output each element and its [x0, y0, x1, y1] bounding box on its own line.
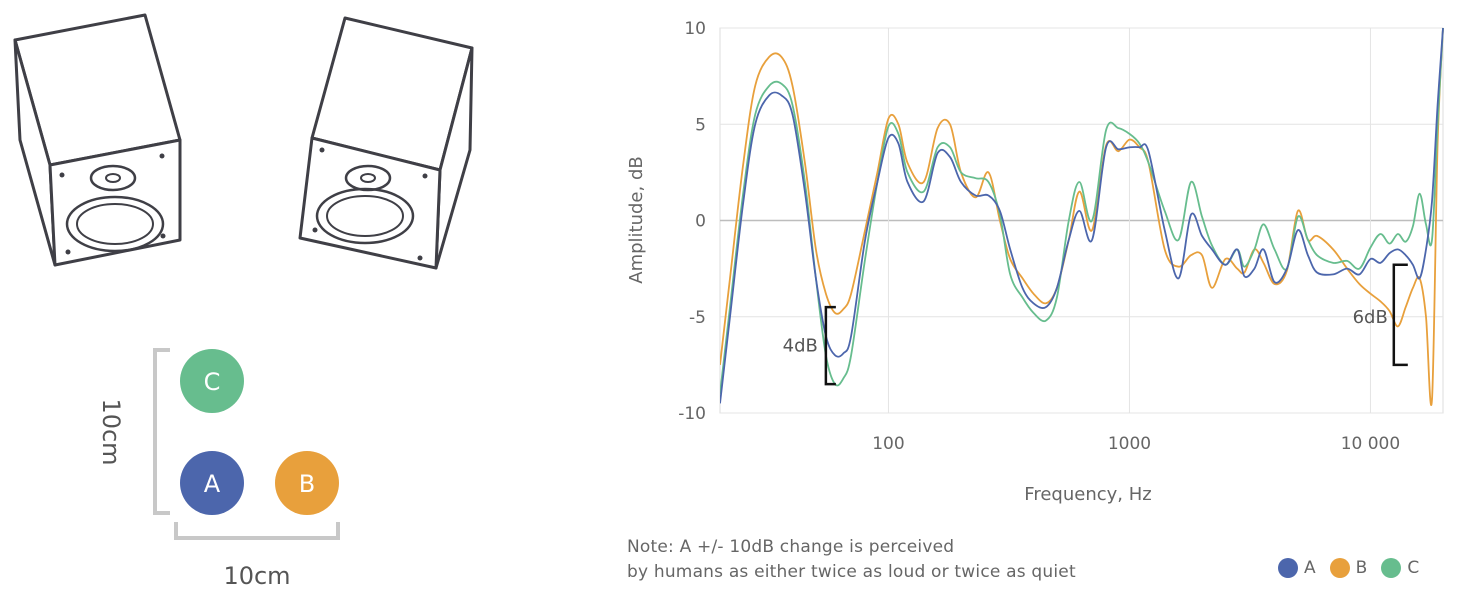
- note-line-1: Note: A +/- 10dB change is perceived: [627, 537, 955, 557]
- annotation-label: 6dB: [1353, 307, 1388, 328]
- legend-label-b: B: [1355, 558, 1368, 578]
- position-marker-a: A: [180, 451, 244, 515]
- left-speaker-drawing: [13, 13, 182, 267]
- legend-label-c: C: [1407, 558, 1420, 578]
- legend-swatch-c: [1381, 558, 1402, 578]
- right-speaker-drawing: [298, 16, 474, 270]
- chart-series: [720, 27, 1444, 406]
- legend-swatch-a: [1278, 558, 1298, 578]
- horizontal-dimension-label: 10cm: [223, 562, 290, 589]
- y-tick-label: 5: [695, 115, 706, 135]
- position-marker-c-label: C: [204, 368, 221, 396]
- y-tick-label: 0: [695, 212, 706, 232]
- x-tick-label: 1000: [1108, 434, 1151, 454]
- position-marker-b-circle: [275, 451, 339, 515]
- legend-label-a: A: [1304, 558, 1316, 578]
- position-marker-a-circle: [180, 451, 244, 515]
- chart-legend: A B C: [1278, 558, 1419, 578]
- speaker-placement-illustration: 10cm 10cm C A B: [13, 13, 474, 589]
- y-tick-label: -10: [678, 404, 706, 424]
- y-tick-label: 10: [684, 19, 706, 39]
- legend-swatch-b: [1329, 558, 1350, 578]
- chart-grid: [719, 27, 1444, 414]
- x-axis-title: Frequency, Hz: [1024, 484, 1151, 505]
- frequency-response-chart: 10 5 0 -5 -10 100 1000 10 000 4dB 6dB Frequency,…: [626, 19, 1444, 505]
- x-tick-label: 10 000: [1341, 434, 1400, 454]
- annotation-bracket: [1392, 263, 1408, 367]
- position-marker-c: C: [180, 349, 244, 413]
- legend-item-a: A: [1278, 558, 1316, 578]
- legend-item-c: C: [1381, 558, 1419, 578]
- series-line-a: [720, 27, 1444, 404]
- note-line-2: by humans as either twice as loud or twi…: [627, 562, 1076, 582]
- position-marker-b: B: [275, 451, 339, 515]
- annotation-label: 4dB: [783, 336, 818, 357]
- chart-ticks: 10 5 0 -5 -10 100 1000 10 000: [678, 19, 1400, 454]
- y-tick-label: -5: [689, 308, 706, 328]
- vertical-dimension-bracket: [153, 348, 170, 515]
- y-axis-title: Amplitude, dB: [626, 156, 647, 283]
- annotation-bracket: [824, 305, 836, 386]
- horizontal-dimension-bracket: [174, 522, 340, 540]
- legend-item-b: B: [1329, 558, 1368, 578]
- position-marker-b-label: B: [299, 470, 315, 498]
- position-marker-c-circle: [180, 349, 244, 413]
- series-line-c: [720, 27, 1444, 394]
- note-text: Note: A +/- 10dB change is perceived by …: [627, 535, 1076, 585]
- vertical-dimension-label: 10cm: [97, 398, 125, 465]
- position-marker-a-label: A: [204, 470, 221, 498]
- x-tick-label: 100: [872, 434, 904, 454]
- chart-annotations: 4dB 6dB: [783, 263, 1408, 386]
